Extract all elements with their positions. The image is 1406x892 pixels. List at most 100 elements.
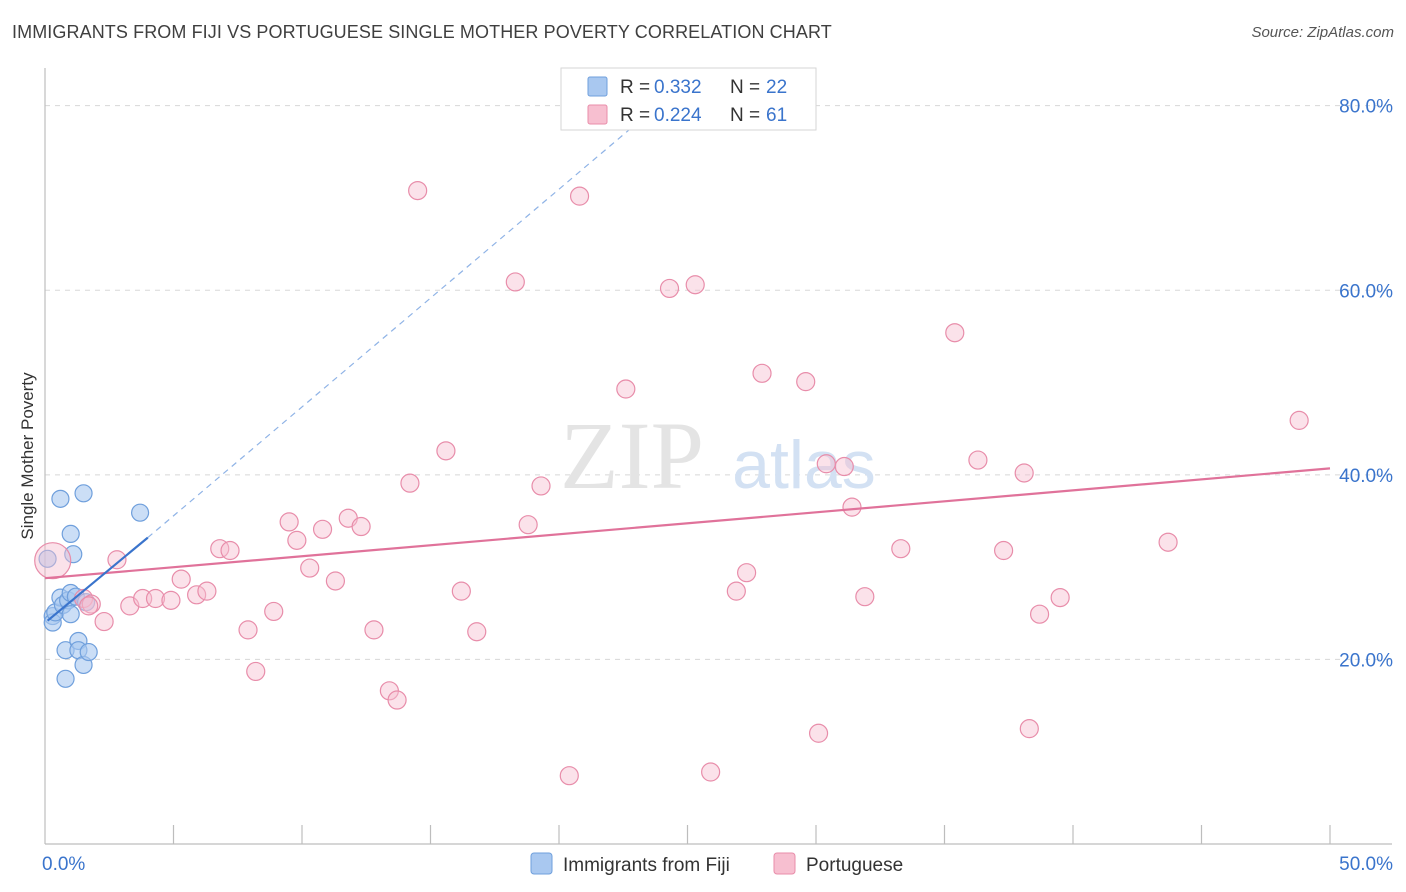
watermark: ZIP atlas: [560, 402, 876, 509]
portuguese-point: [1289, 410, 1309, 430]
portuguese-point: [1029, 604, 1050, 624]
x-tick-label: 50.0%: [1339, 854, 1393, 875]
portuguese-point: [616, 379, 636, 399]
legend-n-value: 61: [766, 105, 787, 126]
portuguese-point: [238, 620, 258, 640]
axes-layer: [44, 68, 1392, 845]
portuguese-point: [796, 372, 816, 392]
y-tick-label: 20.0%: [1339, 650, 1393, 671]
portuguese-point: [834, 456, 854, 477]
portuguese-point: [451, 581, 471, 601]
portuguese-point: [968, 450, 988, 470]
bottom-legend: Immigrants from Fiji Portuguese: [530, 852, 903, 876]
portuguese-point: [816, 454, 836, 474]
portuguese-point: [531, 476, 551, 496]
portuguese-point: [945, 323, 965, 343]
grid-layer: [45, 105, 1392, 660]
portuguese-point: [364, 620, 384, 640]
y-tick-label: 80.0%: [1339, 97, 1393, 118]
portuguese-point: [287, 530, 307, 550]
portuguese-point: [400, 473, 420, 493]
portuguese-point: [1158, 532, 1178, 552]
legend-r-value: 0.224: [654, 105, 702, 126]
portuguese-point: [325, 571, 346, 591]
portuguese-point: [220, 540, 240, 561]
portuguese-point: [264, 601, 284, 622]
portuguese-point: [387, 690, 407, 710]
portuguese-point: [79, 596, 99, 616]
y-tick-label: 40.0%: [1339, 466, 1393, 487]
portuguese-point: [467, 622, 487, 642]
portuguese-point: [351, 516, 371, 537]
fiji-point: [61, 605, 80, 624]
portuguese-point: [1019, 719, 1039, 739]
portuguese-point: [752, 363, 772, 383]
portuguese-point: [145, 588, 166, 609]
portuguese-point: [685, 275, 705, 295]
fiji-point: [51, 489, 70, 508]
portuguese-point: [436, 441, 456, 461]
portuguese-point: [559, 766, 579, 786]
portuguese-point: [279, 512, 299, 532]
portuguese-point: [842, 497, 862, 517]
legend-r-label: R =: [620, 105, 650, 126]
y-axis-label: Single Mother Poverty: [18, 372, 37, 540]
fiji-point: [74, 484, 93, 503]
portuguese-trend-line: [44, 467, 1331, 580]
portuguese-points: [34, 180, 1309, 786]
portuguese-point: [808, 723, 829, 743]
bottom-legend-label: Immigrants from Fiji: [563, 855, 730, 876]
trend-layer: [44, 119, 1331, 622]
fiji-point: [130, 503, 150, 522]
fiji-trend-extension: [147, 119, 642, 539]
portuguese-point: [518, 515, 538, 535]
bottom-legend-swatch: [773, 852, 796, 875]
fiji-point: [79, 642, 98, 662]
fiji-points: [38, 484, 150, 688]
watermark-zip: ZIP: [560, 402, 704, 509]
portuguese-point: [737, 563, 757, 583]
y-tick-label: 60.0%: [1339, 281, 1393, 302]
portuguese-point: [34, 542, 72, 580]
portuguese-point: [505, 272, 525, 292]
legend-n-value: 22: [766, 77, 787, 98]
portuguese-point: [94, 611, 114, 632]
fiji-point: [61, 524, 80, 544]
portuguese-point: [246, 661, 266, 682]
legend-swatch: [587, 76, 608, 97]
chart-title: IMMIGRANTS FROM FIJI VS PORTUGUESE SINGL…: [12, 22, 832, 42]
portuguese-point: [701, 762, 721, 782]
legend-n-label: N =: [730, 105, 760, 126]
portuguese-point: [161, 590, 181, 610]
labels-layer: 20.0% 40.0% 60.0% 80.0% 0.0% 50.0% Single Moth…: [18, 97, 1393, 875]
fiji-point: [56, 669, 75, 688]
portuguese-point: [855, 587, 875, 607]
legend-swatch: [587, 104, 608, 125]
bottom-legend-swatch: [530, 852, 553, 875]
source-label: Source: ZipAtlas.com: [1251, 24, 1394, 41]
portuguese-point: [312, 519, 333, 539]
portuguese-point: [1050, 587, 1070, 608]
portuguese-point: [197, 581, 217, 601]
x-tick-label: 0.0%: [42, 854, 85, 875]
portuguese-point: [891, 539, 911, 559]
portuguese-point: [569, 186, 590, 206]
legend-r-label: R =: [620, 77, 650, 98]
portuguese-point: [187, 585, 207, 605]
portuguese-point: [994, 540, 1014, 561]
fiji-trend-line: [46, 536, 149, 622]
legend-r-value: 0.332: [654, 77, 702, 98]
portuguese-point: [171, 569, 191, 589]
fiji-point: [64, 545, 83, 564]
legend-layer: R = 0.332 N = 22 R = 0.224 N = 61: [560, 67, 817, 131]
portuguese-point: [107, 550, 127, 570]
bottom-legend-label: Portuguese: [806, 855, 903, 876]
portuguese-point: [408, 180, 428, 201]
portuguese-point: [1014, 463, 1034, 483]
portuguese-point: [300, 558, 320, 578]
portuguese-point: [726, 581, 746, 601]
fiji-point: [38, 549, 57, 568]
legend-n-label: N =: [730, 77, 760, 98]
watermark-atlas: atlas: [732, 427, 876, 503]
